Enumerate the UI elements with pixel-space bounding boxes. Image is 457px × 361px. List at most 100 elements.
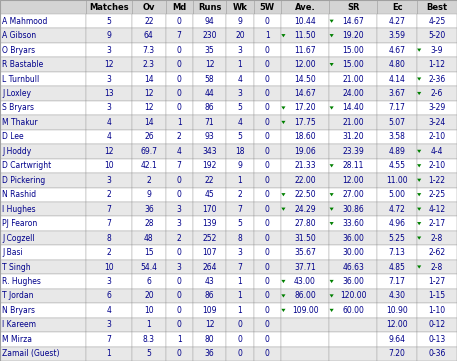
Bar: [165, 72, 193, 86]
Text: 71: 71: [205, 118, 214, 127]
Text: 0: 0: [265, 75, 270, 83]
Bar: [0, 274, 86, 289]
Text: 5: 5: [238, 132, 243, 142]
Bar: [0, 43, 86, 57]
Bar: [86, 347, 132, 361]
Text: 12.00: 12.00: [294, 60, 316, 69]
Polygon shape: [417, 193, 421, 196]
Text: 0: 0: [265, 147, 270, 156]
Text: 46.63: 46.63: [342, 262, 364, 271]
Text: 2: 2: [177, 234, 181, 243]
Bar: [0, 245, 86, 260]
Bar: [226, 144, 254, 158]
Bar: [193, 72, 226, 86]
Text: 14.67: 14.67: [342, 17, 364, 26]
Text: 14.40: 14.40: [342, 104, 364, 113]
Bar: [281, 130, 329, 144]
Bar: [281, 245, 329, 260]
Bar: [0, 144, 86, 158]
Bar: [417, 260, 457, 274]
Bar: [193, 332, 226, 347]
Text: 44: 44: [205, 89, 214, 98]
Bar: [377, 158, 417, 173]
Text: 4.80: 4.80: [389, 60, 406, 69]
Bar: [417, 43, 457, 57]
Text: 9: 9: [146, 190, 151, 199]
Bar: [254, 274, 281, 289]
Polygon shape: [417, 208, 421, 211]
Text: 0: 0: [265, 60, 270, 69]
Text: A Gibson: A Gibson: [2, 31, 36, 40]
Bar: [281, 43, 329, 57]
Text: 3.58: 3.58: [389, 132, 406, 142]
Bar: [165, 332, 193, 347]
Bar: [165, 245, 193, 260]
Polygon shape: [329, 193, 334, 196]
Bar: [226, 43, 254, 57]
Text: 0: 0: [265, 248, 270, 257]
Bar: [329, 43, 377, 57]
Text: 264: 264: [202, 262, 217, 271]
Text: 7.17: 7.17: [389, 104, 406, 113]
Polygon shape: [329, 19, 334, 23]
Text: 19.20: 19.20: [342, 31, 364, 40]
Bar: [193, 14, 226, 29]
Text: 3: 3: [106, 320, 112, 329]
Bar: [377, 347, 417, 361]
Bar: [254, 318, 281, 332]
Bar: [254, 303, 281, 318]
Polygon shape: [282, 208, 286, 211]
Bar: [329, 332, 377, 347]
Text: 48: 48: [144, 234, 154, 243]
Bar: [165, 202, 193, 216]
Text: 0: 0: [265, 291, 270, 300]
Bar: [329, 260, 377, 274]
Bar: [193, 187, 226, 202]
Bar: [0, 216, 86, 231]
Bar: [0, 173, 86, 187]
Text: Md: Md: [172, 3, 186, 12]
Bar: [329, 303, 377, 318]
Text: R Bastable: R Bastable: [2, 60, 43, 69]
Bar: [132, 158, 165, 173]
Text: 20: 20: [144, 291, 154, 300]
Text: 1-22: 1-22: [429, 176, 446, 185]
Text: 19.06: 19.06: [294, 147, 316, 156]
Bar: [377, 144, 417, 158]
Text: 12.00: 12.00: [342, 176, 364, 185]
Text: 2-36: 2-36: [429, 75, 446, 83]
Bar: [226, 29, 254, 43]
Bar: [254, 187, 281, 202]
Bar: [132, 303, 165, 318]
Bar: [281, 347, 329, 361]
Text: 4: 4: [238, 75, 243, 83]
Polygon shape: [329, 106, 334, 110]
Bar: [417, 231, 457, 245]
Text: 3-29: 3-29: [429, 104, 446, 113]
Text: 5-20: 5-20: [429, 31, 446, 40]
Bar: [329, 29, 377, 43]
Bar: [329, 274, 377, 289]
Bar: [165, 216, 193, 231]
Text: 0: 0: [265, 118, 270, 127]
Bar: [226, 231, 254, 245]
Text: 1: 1: [238, 291, 242, 300]
Text: 14.67: 14.67: [294, 89, 316, 98]
Bar: [281, 115, 329, 130]
Bar: [86, 101, 132, 115]
Text: T Singh: T Singh: [2, 262, 31, 271]
Text: 31.50: 31.50: [294, 234, 316, 243]
Bar: [281, 158, 329, 173]
Bar: [254, 332, 281, 347]
Text: 54.4: 54.4: [140, 262, 157, 271]
Text: 17.20: 17.20: [294, 104, 316, 113]
Text: 10.44: 10.44: [294, 17, 316, 26]
Bar: [254, 115, 281, 130]
Bar: [86, 332, 132, 347]
Bar: [226, 332, 254, 347]
Bar: [254, 144, 281, 158]
Text: 0: 0: [265, 89, 270, 98]
Bar: [417, 245, 457, 260]
Bar: [132, 14, 165, 29]
Bar: [86, 14, 132, 29]
